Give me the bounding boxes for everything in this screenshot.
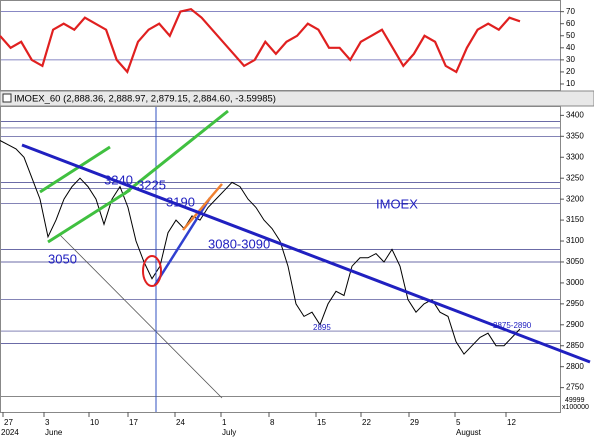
trend-line: [59, 234, 223, 399]
y-tick-label: 3000: [566, 278, 584, 287]
y-tick-label: 30: [566, 55, 575, 64]
price-header: IMOEX_60 (2,888.36, 2,888.97, 2,879.15, …: [14, 94, 276, 105]
y-tick-label: 3400: [566, 110, 584, 119]
x-tick-label: 24: [176, 418, 185, 427]
x-tick-label: 29: [410, 418, 419, 427]
x-tick-label: 5: [456, 418, 461, 427]
y-tick-label: 2800: [566, 362, 584, 371]
channel-line: [47, 188, 131, 244]
x-tick-label: 1: [222, 418, 227, 427]
y-tick-label: 3250: [566, 173, 584, 182]
main-trend-line: [21, 143, 591, 364]
rsi-line: [0, 8, 521, 75]
x-tick-label: 3: [45, 418, 50, 427]
x-tick-label: 15: [317, 418, 326, 427]
resistance-line: [182, 183, 223, 231]
volume-frame: [0, 396, 561, 413]
y-tick-label: 60: [566, 19, 575, 28]
annotation: 2895: [313, 323, 331, 332]
period-label: August: [456, 428, 482, 437]
y-tick-label: 2850: [566, 341, 584, 350]
y-tick-label: 3350: [566, 131, 584, 140]
y-tick-label: 2900: [566, 320, 584, 329]
annotation: IMOEX: [376, 196, 418, 211]
annotation: 3080-3090: [208, 236, 270, 251]
annotation: 3225: [137, 177, 166, 192]
x-tick-label: 10: [90, 418, 99, 427]
channel-line: [39, 145, 111, 194]
volume-unit: x100000: [562, 404, 589, 411]
annotation: 3240: [104, 172, 133, 187]
y-tick-label: 20: [566, 67, 575, 76]
x-tick-label: 17: [129, 418, 138, 427]
period-label: June: [45, 428, 63, 437]
y-tick-label: 3200: [566, 194, 584, 203]
y-tick-label: 2750: [566, 383, 584, 392]
header-icon: [2, 93, 12, 103]
annotation: 2875-2890: [493, 321, 532, 330]
channel-line: [123, 109, 229, 196]
annotation: 3190: [166, 194, 195, 209]
y-tick-label: 3150: [566, 215, 584, 224]
x-tick-label: 27: [4, 418, 13, 427]
y-tick-label: 40: [566, 43, 575, 52]
x-tick-label: 22: [362, 418, 371, 427]
period-label: July: [222, 428, 236, 437]
period-label: 2024: [1, 428, 19, 437]
y-tick-label: 70: [566, 7, 575, 16]
y-tick-label: 3100: [566, 236, 584, 245]
y-tick-label: 3300: [566, 152, 584, 161]
y-tick-label: 2950: [566, 299, 584, 308]
x-tick-label: 8: [270, 418, 275, 427]
volume-label: 49999: [565, 397, 585, 404]
highlight-ellipse: [142, 255, 162, 287]
y-tick-label: 3050: [566, 257, 584, 266]
annotation: 3050: [48, 251, 77, 266]
y-tick-label: 10: [566, 79, 575, 88]
x-tick-label: 12: [507, 418, 516, 427]
y-tick-label: 50: [566, 31, 575, 40]
